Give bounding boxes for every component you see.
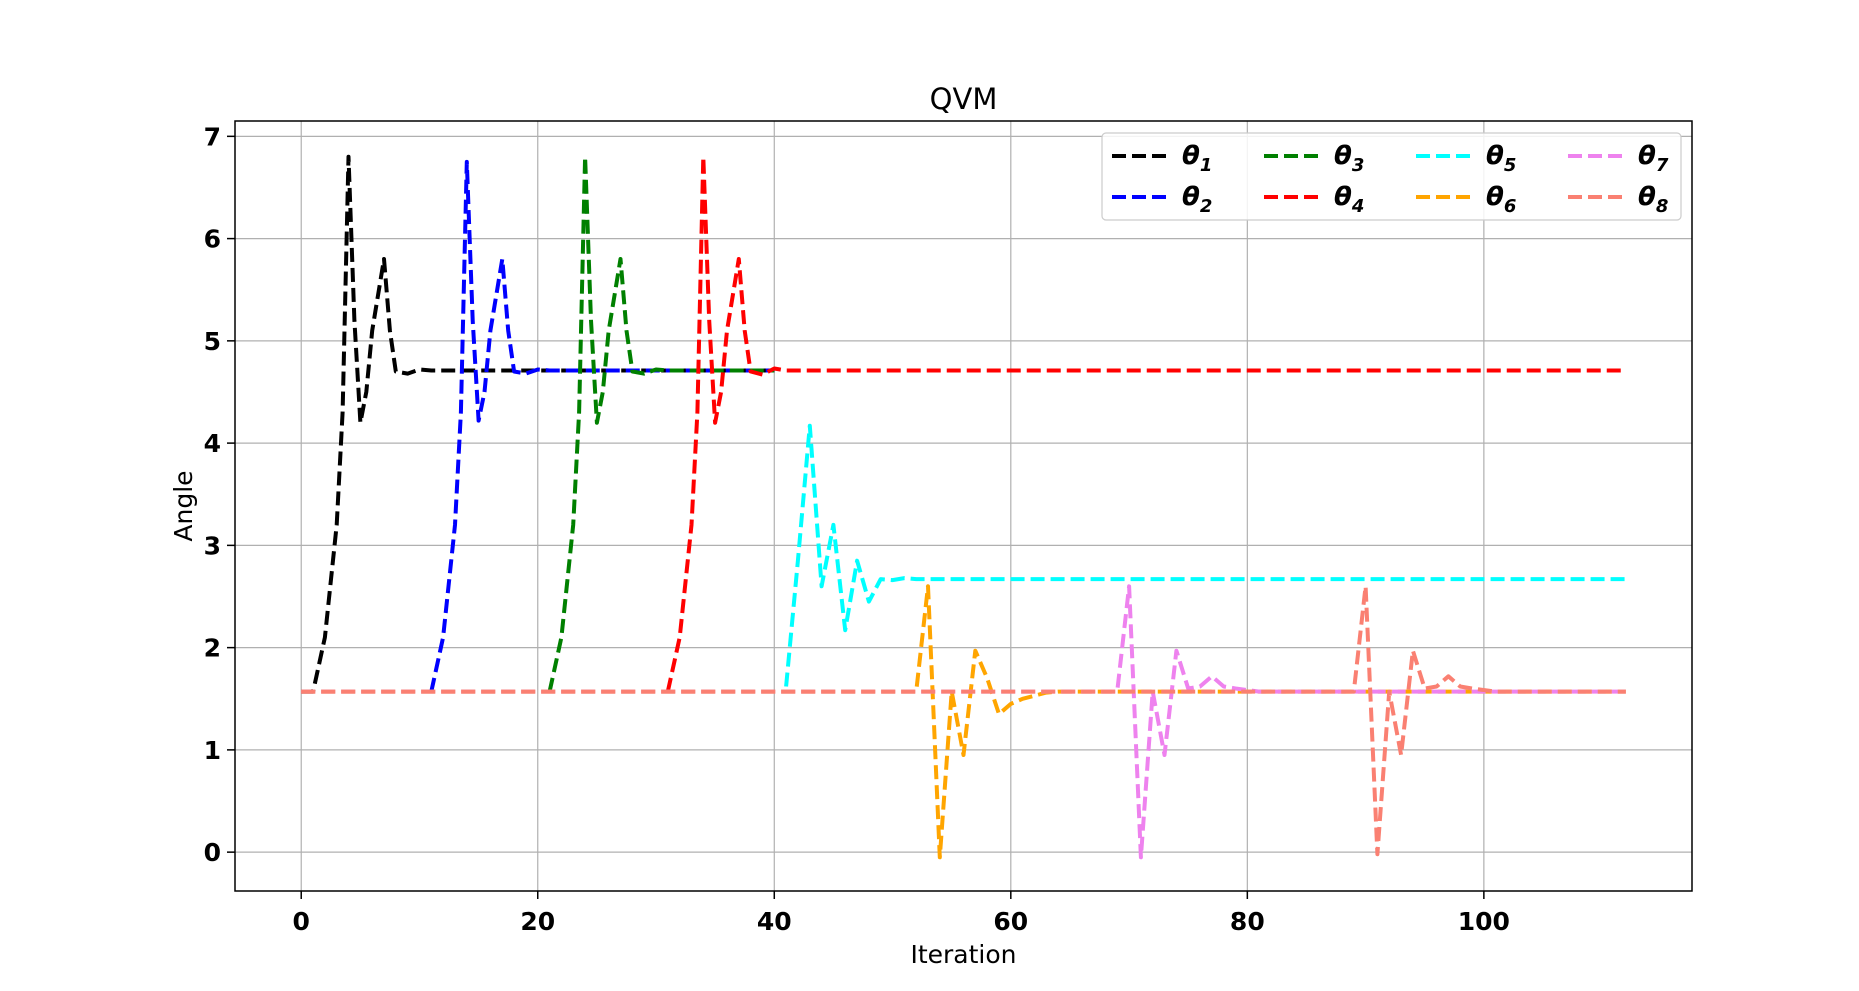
series-line-theta-7: [301, 584, 1626, 860]
series-line-theta-6: [301, 584, 1626, 860]
series-line-theta-4: [665, 154, 1626, 693]
x-axis-label: Iteration: [910, 940, 1016, 969]
y-tick-label: 7: [204, 122, 221, 151]
y-tick-label: 0: [204, 838, 221, 867]
y-tick-label: 5: [204, 327, 221, 356]
x-tick-label: 0: [293, 907, 310, 936]
legend-box: [1101, 132, 1682, 221]
x-tick-label: 20: [520, 907, 555, 936]
axis-ticks: 0 20 40 60 80 100 0 1 2 3 4 5 6 7: [204, 122, 1510, 936]
x-tick-label: 100: [1458, 907, 1510, 936]
y-tick-label: 2: [204, 634, 221, 663]
legend-entry-theta-6: θ6: [1486, 182, 1516, 217]
legend-entry-theta-2: θ2: [1182, 182, 1212, 217]
series-line-theta-1: [301, 154, 775, 694]
series-line-theta-3: [547, 154, 775, 693]
y-tick-label: 3: [204, 531, 221, 560]
legend-entry-theta-1: θ1: [1182, 141, 1212, 176]
legend-entry-theta-4: θ4: [1334, 182, 1364, 217]
plot-frame: [234, 120, 1693, 892]
chart-title: QVM: [930, 82, 998, 116]
x-tick-label: 40: [757, 907, 792, 936]
series-line-theta-5: [784, 423, 1626, 687]
y-tick-label: 4: [204, 429, 221, 458]
legend-entry-theta-5: θ5: [1486, 141, 1516, 176]
legend: θ1 θ2 θ3 θ4 θ5 θ6 θ7 θ8: [1101, 132, 1682, 221]
y-tick-label: 6: [204, 225, 221, 254]
y-axis-label: Angle: [169, 470, 198, 541]
series-line-theta-2: [429, 159, 775, 693]
legend-entry-theta-8: θ8: [1638, 182, 1668, 217]
x-tick-label: 60: [993, 907, 1028, 936]
y-tick-label: 1: [204, 736, 221, 765]
grid: [235, 121, 1692, 891]
legend-entry-theta-7: θ7: [1638, 141, 1669, 176]
series-lines: [301, 154, 1626, 860]
series-line-theta-8: [301, 584, 1626, 857]
legend-entry-theta-3: θ3: [1334, 141, 1364, 176]
x-tick-label: 80: [1230, 907, 1265, 936]
